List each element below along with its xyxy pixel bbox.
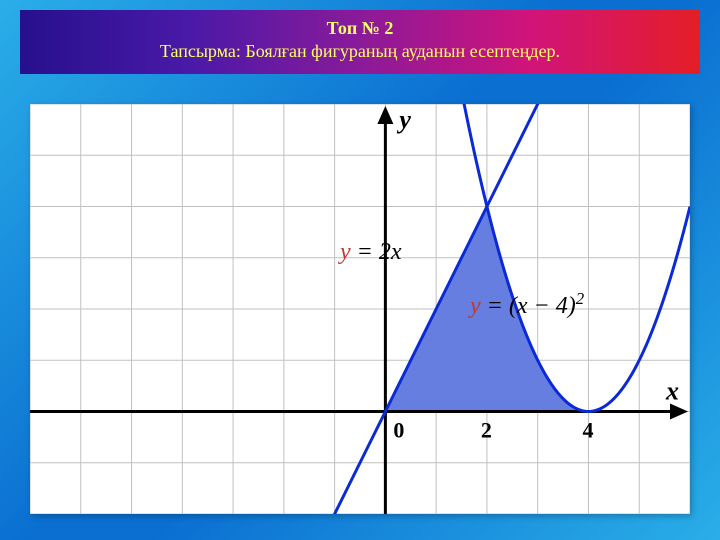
eq1-y: y <box>340 239 351 265</box>
header-title: Топ № 2 <box>20 18 700 39</box>
eq2-minus: − 4) <box>528 293 576 319</box>
svg-text:y: y <box>396 105 411 134</box>
eq2-var1: x <box>517 293 528 319</box>
header-banner: Топ № 2 Тапсырма: Боялған фигураның ауда… <box>20 10 700 74</box>
eq2-exp: 2 <box>576 289 584 308</box>
equation-1-label: y = 2x <box>340 239 402 266</box>
eq2-y: y <box>470 293 481 319</box>
eq1-eq: = 2 <box>351 239 391 265</box>
eq1-var: x <box>391 239 402 265</box>
svg-text:4: 4 <box>582 418 593 443</box>
eq2-eq: = ( <box>481 293 517 319</box>
header-subtitle: Тапсырма: Боялған фигураның ауданын есеп… <box>20 41 700 62</box>
equation-2-label: y = (x − 4)2 <box>470 289 584 320</box>
svg-text:x: x <box>665 377 679 406</box>
chart-container: yx024 y = 2x y = (x − 4)2 <box>30 104 690 514</box>
svg-text:0: 0 <box>393 418 404 443</box>
function-chart: y x 0 2 4 <box>30 104 690 514</box>
svg-text:2: 2 <box>481 418 492 443</box>
